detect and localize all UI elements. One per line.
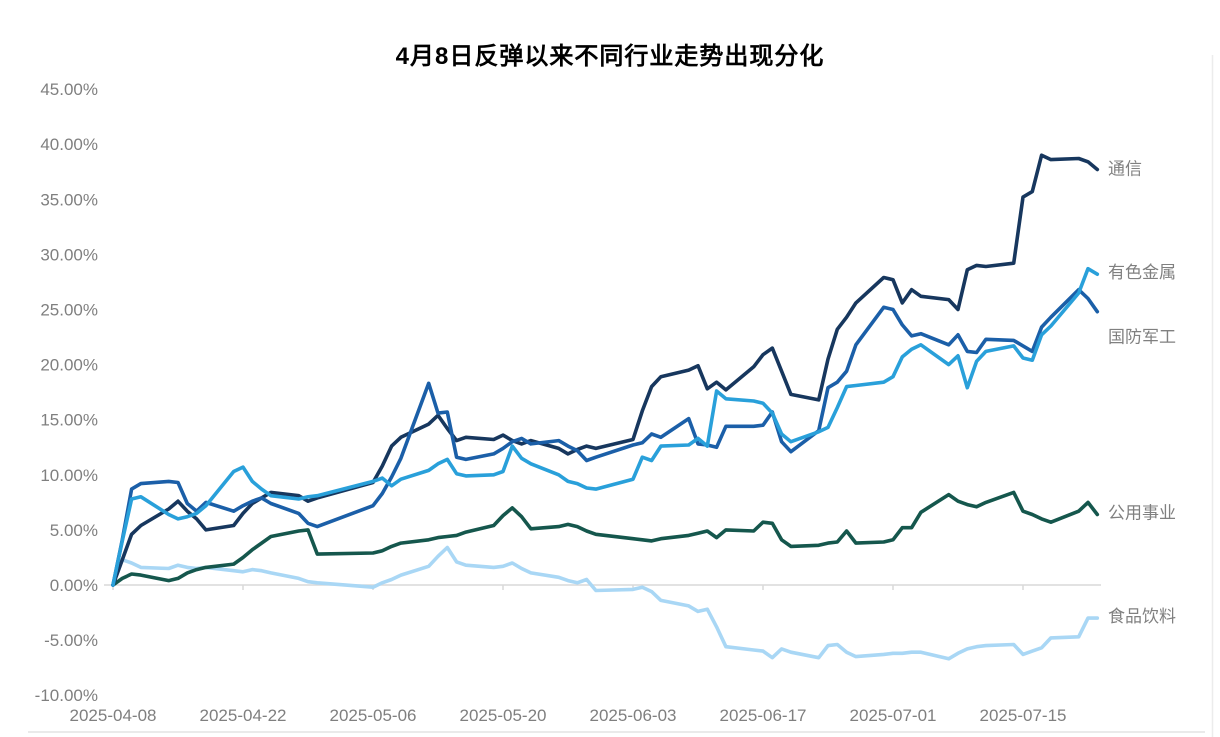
x-axis-tick-label: 2025-06-03: [590, 706, 677, 725]
series-label-utilities: 公用事业: [1108, 503, 1176, 522]
y-axis-tick-label: 5.00%: [50, 521, 98, 540]
y-axis-tick-label: 35.00%: [40, 190, 98, 209]
x-axis-tick-label: 2025-05-06: [330, 706, 417, 725]
x-axis-tick-label: 2025-04-22: [200, 706, 287, 725]
x-axis-tick-label: 2025-06-17: [720, 706, 807, 725]
x-axis-tick-label: 2025-05-20: [460, 706, 547, 725]
series-line-defense: [111, 287, 1100, 587]
y-axis-tick-label: -5.00%: [44, 631, 98, 650]
series-line-nonferrous-metals: [111, 266, 1100, 587]
series-label-food-beverage: 食品饮料: [1108, 607, 1176, 626]
y-axis-tick-label: -10.00%: [35, 686, 98, 705]
chart-title: 4月8日反弹以来不同行业走势出现分化: [395, 43, 825, 70]
y-axis-tick-label: 0.00%: [50, 576, 98, 595]
x-axis-tick-label: 2025-07-01: [850, 706, 937, 725]
series-label-defense: 国防军工: [1108, 328, 1176, 347]
y-axis-tick-label: 45.00%: [40, 80, 98, 99]
series-line-food-beverage: [111, 545, 1100, 661]
y-axis-tick-label: 30.00%: [40, 245, 98, 264]
series-label-telecom: 通信: [1108, 160, 1142, 179]
series-line-telecom: [111, 153, 1100, 587]
y-axis-tick-label: 40.00%: [40, 135, 98, 154]
series-line-utilities: [111, 490, 1100, 587]
y-axis-tick-label: 15.00%: [40, 411, 98, 430]
y-axis-tick-label: 10.00%: [40, 466, 98, 485]
x-axis-tick-label: 2025-07-15: [980, 706, 1067, 725]
series-label-nonferrous-metals: 有色金属: [1108, 263, 1176, 282]
y-axis-tick-label: 20.00%: [40, 356, 98, 375]
y-axis-tick-label: 25.00%: [40, 301, 98, 320]
x-axis-tick-label: 2025-04-08: [70, 706, 157, 725]
